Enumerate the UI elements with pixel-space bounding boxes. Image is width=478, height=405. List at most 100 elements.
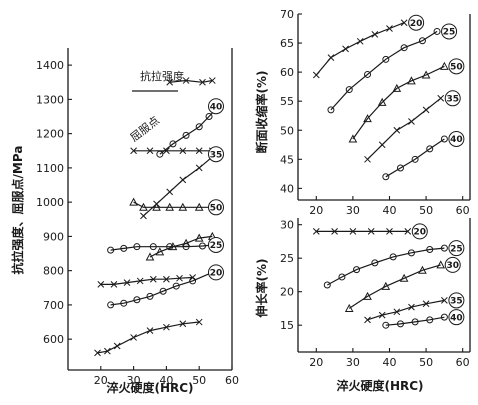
x-tick-label: 40 [159, 374, 173, 387]
data-point [386, 228, 393, 235]
marks: 20 25 30 35 40 [312, 223, 465, 329]
data-point [159, 287, 167, 295]
data-point [400, 19, 408, 27]
data-point [146, 292, 154, 300]
series-line [385, 138, 445, 178]
data-point [140, 212, 147, 220]
series-label-ring [208, 199, 224, 216]
plot-frame [297, 14, 471, 201]
x-tick-label: 40 [382, 356, 396, 369]
y-tick-label: 1400 [36, 59, 64, 72]
plot-frame [67, 48, 233, 371]
ticks: 20 30 40 50 60 15 20 25 30 [280, 219, 470, 369]
series-label-35: 35 [208, 146, 224, 163]
data-point [367, 228, 375, 235]
data-point [404, 228, 412, 235]
ticks: 20 30 40 50 60 40 45 50 55 60 65 70 [280, 8, 470, 217]
data-point [440, 135, 448, 143]
y-axis-label: 伸长率(%) [254, 259, 269, 319]
series-30 [344, 260, 446, 312]
data-point [182, 131, 190, 139]
x-tick-label: 20 [309, 356, 323, 369]
series-label-25: 25 [441, 23, 458, 40]
series-label-ring [448, 130, 465, 147]
series-35-yield [130, 147, 216, 155]
series-label-20: 20 [408, 14, 425, 31]
series-line [97, 321, 200, 354]
data-point [166, 188, 174, 196]
data-point [371, 30, 379, 38]
data-point [163, 147, 170, 155]
series-40 [382, 135, 448, 181]
data-point [348, 134, 358, 143]
series-label-text: 30 [446, 261, 459, 271]
series-label-ring [208, 146, 224, 163]
series-20-yield [94, 318, 203, 357]
x-tick-label: 20 [94, 374, 108, 387]
series-label-text: 35 [210, 150, 223, 160]
series-label-20: 20 [411, 223, 428, 240]
y-tick-label: 45 [280, 153, 294, 166]
series-35 [364, 297, 448, 324]
data-point [195, 123, 203, 131]
ticks: 20 30 40 50 60 600 700 800 900 1000 1100 1200 1300 14… [36, 59, 239, 387]
series-label-ring [408, 14, 425, 31]
data-point [113, 342, 121, 350]
data-point [129, 197, 138, 206]
series-20 [312, 228, 412, 235]
data-point [389, 253, 397, 261]
series-25-yield [97, 274, 196, 288]
series-line [133, 201, 216, 208]
series-label-text: 25 [443, 28, 456, 38]
y-tick-label: 70 [280, 8, 294, 21]
data-point [378, 141, 386, 149]
data-point [331, 228, 338, 235]
data-point [195, 147, 203, 155]
series-line [100, 276, 193, 285]
marks: 20 25 50 35 40 [312, 14, 465, 181]
series-line [352, 65, 445, 140]
data-point [399, 273, 409, 282]
series-35 [364, 94, 445, 163]
series-label-text: 20 [410, 19, 423, 29]
series-line [385, 316, 445, 326]
data-point [422, 300, 430, 308]
y-tick-label: 40 [280, 182, 294, 195]
series-label-text: 40 [210, 102, 223, 112]
data-point [342, 45, 349, 53]
y-tick-label: 900 [43, 230, 64, 243]
y-tick-label: 20 [280, 286, 294, 299]
data-point [110, 281, 118, 288]
y-axis-label: 抗拉强度、屈服点/MPa [10, 146, 25, 275]
x-tick-label: 60 [225, 374, 239, 387]
series-label-text: 40 [450, 313, 463, 323]
series-label-text: 25 [450, 244, 463, 254]
data-point [323, 281, 331, 289]
data-point [344, 303, 354, 312]
x-axis-label: 淬火硬度(HRC) [106, 380, 193, 395]
series-label-text: 40 [450, 135, 463, 145]
data-point [169, 140, 177, 148]
marks: 40 35 50 25 20 [94, 77, 224, 357]
data-point [436, 260, 446, 269]
series-label-25: 25 [448, 240, 465, 257]
data-point [440, 244, 448, 252]
data-point [393, 308, 401, 316]
data-point [178, 202, 188, 211]
series-label-25: 25 [208, 236, 224, 253]
data-point [165, 202, 175, 211]
data-point [411, 318, 419, 326]
series-line [327, 247, 445, 286]
series-label-30: 30 [444, 256, 461, 273]
data-point [381, 281, 391, 290]
data-point [198, 242, 206, 250]
y-tick-label: 65 [280, 37, 294, 50]
y-tick-label: 55 [280, 95, 294, 108]
data-point [94, 349, 101, 357]
series-label-20: 20 [208, 264, 224, 281]
series-label-ring [208, 236, 224, 253]
data-point [195, 164, 203, 172]
data-point [172, 282, 180, 290]
series-label-40: 40 [448, 309, 465, 326]
data-point [440, 61, 449, 70]
